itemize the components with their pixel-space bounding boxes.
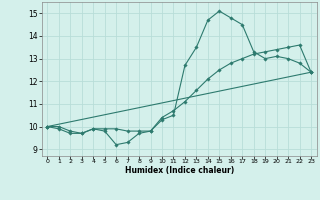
X-axis label: Humidex (Indice chaleur): Humidex (Indice chaleur) — [124, 166, 234, 175]
